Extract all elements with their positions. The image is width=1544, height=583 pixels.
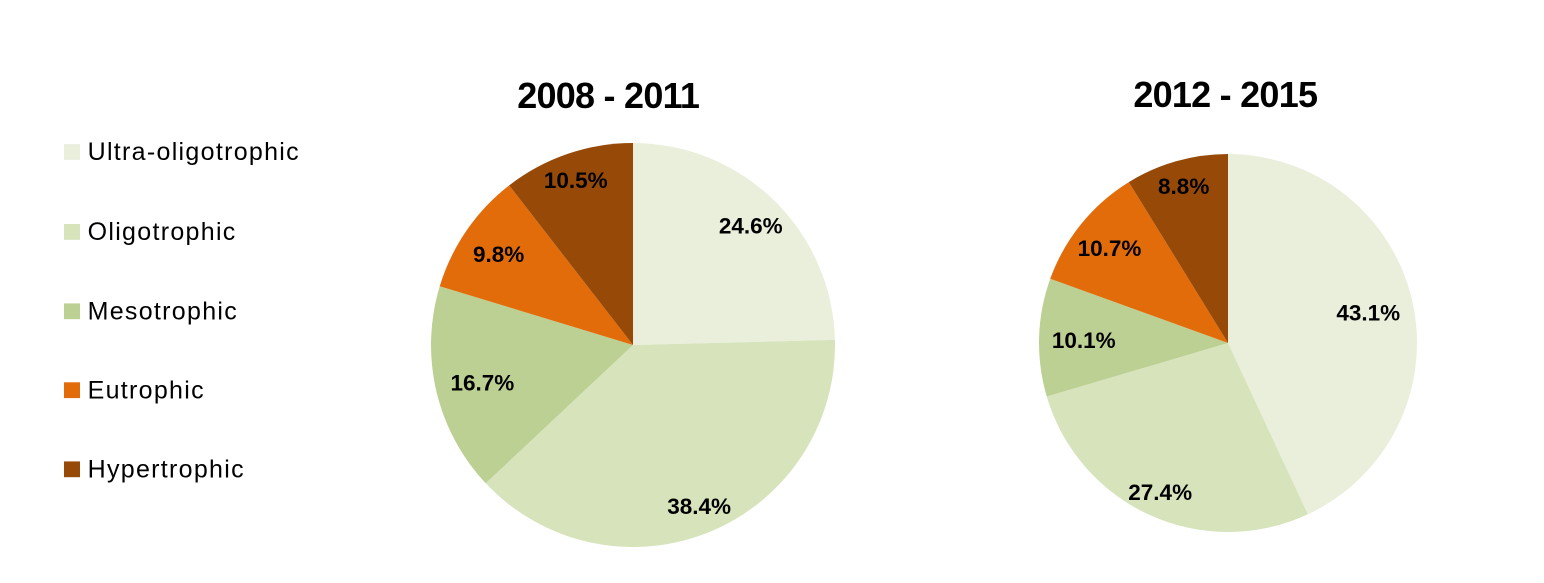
svg-text:27.4%: 27.4% <box>1128 480 1192 505</box>
svg-text:10.5%: 10.5% <box>544 168 608 193</box>
svg-text:2012 - 2015: 2012 - 2015 <box>1133 74 1318 115</box>
svg-text:24.6%: 24.6% <box>719 213 783 238</box>
svg-text:38.4%: 38.4% <box>667 494 731 519</box>
svg-text:2008 - 2011: 2008 - 2011 <box>517 75 700 116</box>
svg-text:Eutrophic: Eutrophic <box>88 376 205 404</box>
svg-text:43.1%: 43.1% <box>1336 300 1400 325</box>
svg-text:10.7%: 10.7% <box>1078 236 1142 261</box>
svg-text:16.7%: 16.7% <box>450 371 514 396</box>
svg-text:Ultra-oligotrophic: Ultra-oligotrophic <box>88 138 300 166</box>
svg-text:Hypertrophic: Hypertrophic <box>88 455 245 483</box>
svg-text:8.8%: 8.8% <box>1158 174 1209 199</box>
svg-text:10.1%: 10.1% <box>1052 328 1116 353</box>
svg-text:Oligotrophic: Oligotrophic <box>88 218 237 246</box>
svg-text:Mesotrophic: Mesotrophic <box>88 297 238 325</box>
svg-text:9.8%: 9.8% <box>473 242 524 267</box>
